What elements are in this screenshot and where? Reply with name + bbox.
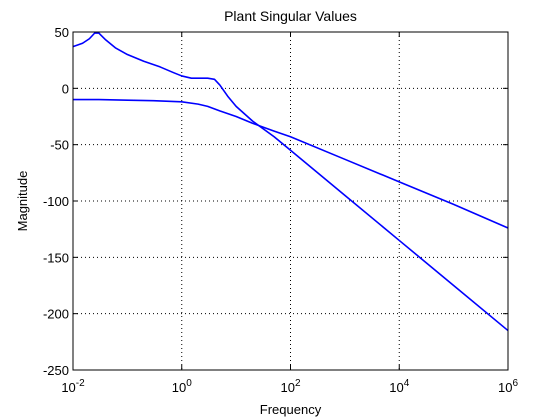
chart-title: Plant Singular Values [224, 8, 357, 24]
y-tick-label: -50 [50, 138, 69, 153]
series-line-2 [73, 98, 509, 229]
x-tick-label: 106 [498, 378, 518, 395]
series-line-1 [72, 32, 509, 332]
grid-lines [73, 32, 508, 370]
axis-ticks: 10-2 100 102 104 106 50 0 -50 -100 -150 -200 -250 [43, 25, 518, 395]
y-axis-label: Magnitude [15, 171, 30, 232]
x-axis-label: Frequency [260, 402, 322, 417]
x-tick-label: 100 [172, 378, 192, 395]
y-tick-label: -250 [43, 363, 69, 378]
x-tick-label: 10-2 [61, 378, 85, 395]
series-lines [72, 32, 509, 332]
y-tick-label: 50 [55, 25, 69, 40]
y-tick-label: -150 [43, 250, 69, 265]
y-tick-label: -100 [43, 194, 69, 209]
y-tick-label: -200 [43, 307, 69, 322]
y-tick-label: 0 [62, 81, 69, 96]
x-tick-label: 104 [389, 378, 409, 395]
x-tick-label: 102 [280, 378, 300, 395]
